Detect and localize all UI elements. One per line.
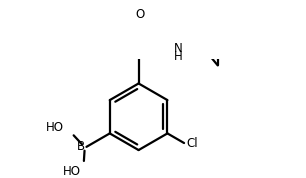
Text: N: N (174, 42, 183, 55)
Text: HO: HO (63, 165, 81, 178)
Text: Cl: Cl (187, 137, 198, 150)
Text: B: B (76, 140, 84, 153)
Text: HO: HO (46, 121, 64, 134)
Text: O: O (136, 8, 145, 21)
Text: H: H (174, 50, 183, 63)
